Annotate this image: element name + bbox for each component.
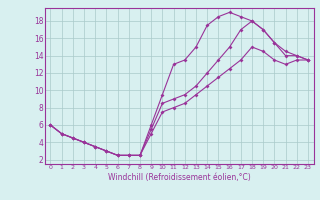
X-axis label: Windchill (Refroidissement éolien,°C): Windchill (Refroidissement éolien,°C) [108, 173, 251, 182]
